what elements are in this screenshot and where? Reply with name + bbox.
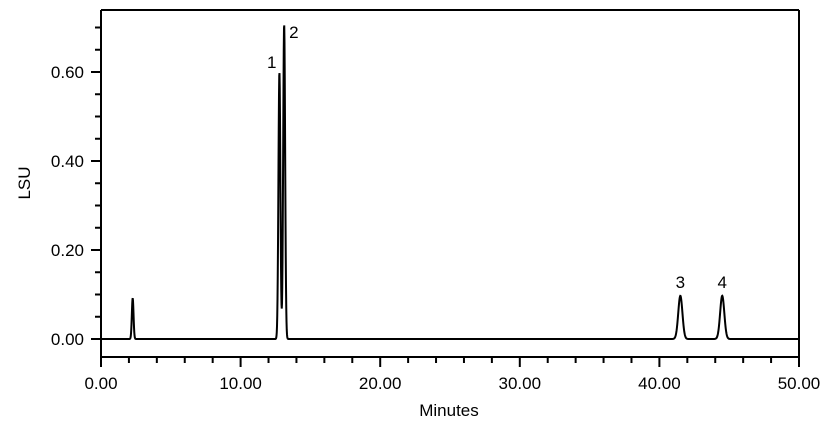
- y-axis-label: LSU: [15, 166, 34, 199]
- y-tick-label: 0.00: [51, 330, 84, 349]
- x-tick-label: 30.00: [499, 374, 542, 393]
- y-tick-label: 0.60: [51, 63, 84, 82]
- peak-label-1: 1: [267, 53, 276, 72]
- axes: 0.00 10.00 20.00 30.00 40.00 50.00 0.00 0.20 0.4…: [51, 9, 821, 393]
- x-tick-label: 20.00: [359, 374, 402, 393]
- peak-label-4: 4: [717, 273, 726, 292]
- peak-labels: 12 3 4: [267, 23, 727, 292]
- x-tick-label: 10.00: [219, 374, 262, 393]
- x-tick-label: 50.00: [778, 374, 821, 393]
- peak-label-2: 2: [289, 23, 298, 42]
- peak-label-3: 3: [676, 273, 685, 292]
- x-axis-label: Minutes: [419, 401, 479, 420]
- chromatogram-trace: [101, 25, 799, 340]
- x-tick-label: 40.00: [638, 374, 681, 393]
- y-tick-label: 0.20: [51, 241, 84, 260]
- y-tick-label: 0.40: [51, 152, 84, 171]
- x-tick-label: 0.00: [84, 374, 117, 393]
